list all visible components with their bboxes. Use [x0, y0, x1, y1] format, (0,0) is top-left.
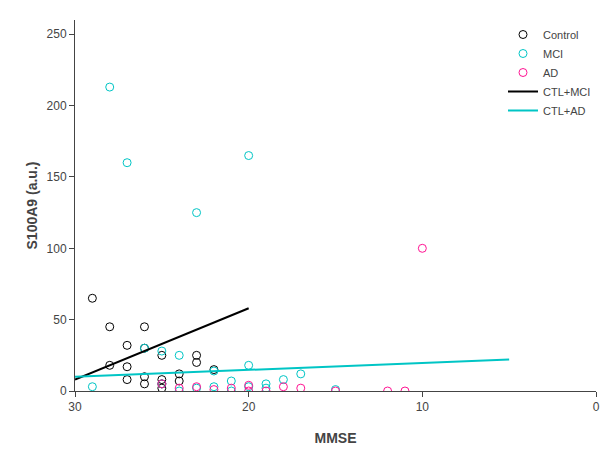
svg-text:AD: AD — [543, 67, 558, 79]
svg-text:250: 250 — [47, 27, 67, 41]
svg-text:200: 200 — [47, 99, 67, 113]
svg-text:MMSE: MMSE — [315, 430, 357, 446]
svg-text:0: 0 — [593, 400, 600, 414]
svg-text:CTL+AD: CTL+AD — [543, 105, 586, 117]
svg-text:20: 20 — [242, 400, 256, 414]
svg-text:CTL+MCI: CTL+MCI — [543, 86, 590, 98]
svg-text:100: 100 — [47, 242, 67, 256]
svg-text:50: 50 — [53, 313, 67, 327]
svg-text:150: 150 — [47, 170, 67, 184]
svg-text:0: 0 — [60, 384, 67, 398]
svg-text:30: 30 — [68, 400, 82, 414]
svg-text:MCI: MCI — [543, 48, 563, 60]
svg-text:S100A9 (a.u.): S100A9 (a.u.) — [24, 162, 40, 250]
svg-text:10: 10 — [416, 400, 430, 414]
svg-text:Control: Control — [543, 29, 578, 41]
